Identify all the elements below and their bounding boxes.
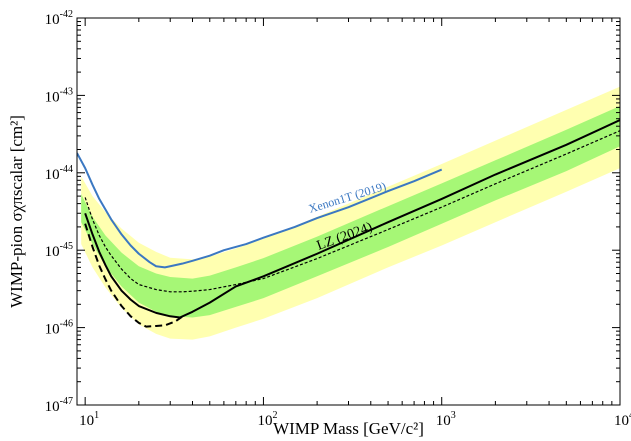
y-axis-title: WIMP-pion σχπscalar [cm²] bbox=[7, 115, 26, 308]
uncertainty-bands bbox=[81, 86, 620, 340]
series-line-4 bbox=[84, 130, 620, 293]
x-axis-title: WIMP Mass [GeV/c²] bbox=[273, 419, 424, 438]
limit-curves bbox=[77, 119, 620, 328]
series-line-3 bbox=[84, 223, 185, 328]
y-tick-label: 10-45 bbox=[45, 241, 73, 260]
series-line-1 bbox=[77, 152, 443, 269]
x-tick-label: 103 bbox=[436, 410, 456, 429]
x-tick-label: 101 bbox=[79, 410, 99, 429]
x-tick-label: 102 bbox=[257, 410, 277, 429]
band-2 bbox=[81, 105, 620, 318]
y-tick-label: 10-44 bbox=[45, 164, 73, 183]
x-tick-label: 104 bbox=[614, 410, 631, 429]
axis-ticks bbox=[76, 17, 621, 406]
y-tick-label: 10-46 bbox=[45, 319, 73, 338]
y-tick-label: 10-43 bbox=[45, 86, 73, 105]
y-tick-label: 10-47 bbox=[45, 396, 73, 415]
axis-tick-labels: 101 102 103 104 10-47 10-46 10-45 10-44 10-43 10-… bbox=[45, 9, 631, 429]
y-tick-label: 10-42 bbox=[45, 9, 73, 28]
